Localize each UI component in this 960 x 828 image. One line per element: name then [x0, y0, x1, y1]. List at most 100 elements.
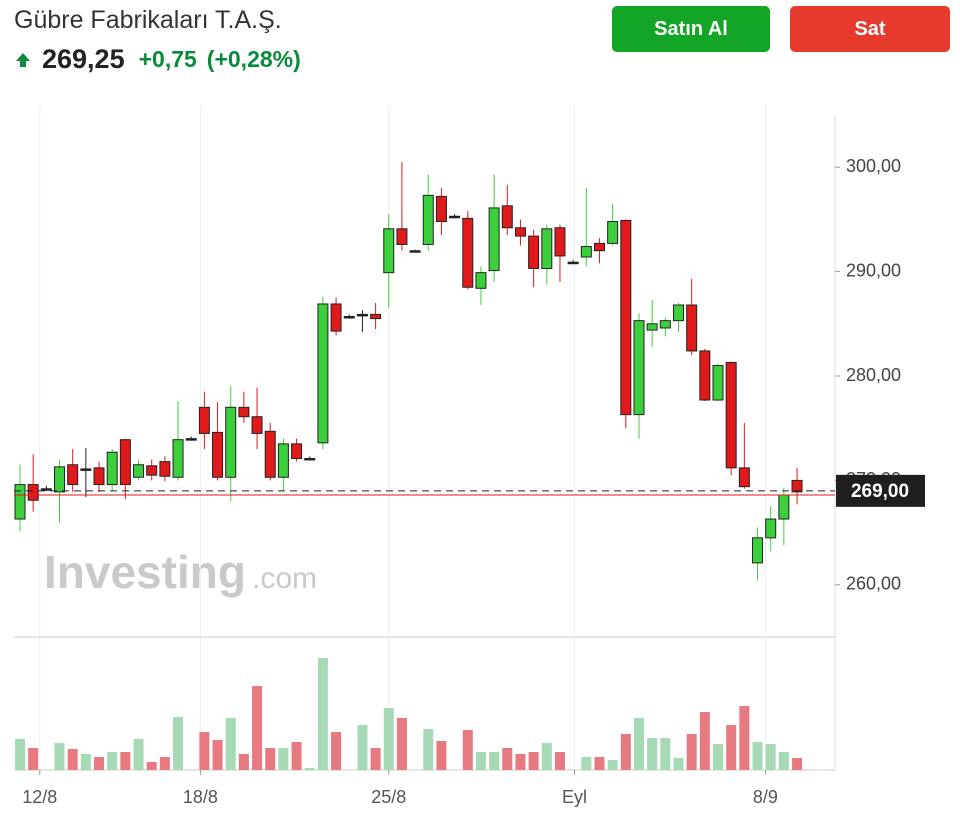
volume-bar	[159, 757, 170, 770]
candle-body	[80, 468, 92, 471]
candle-body	[330, 303, 342, 332]
title: Gübre Fabrikaları T.A.Ş.	[14, 6, 282, 34]
volume-bar	[67, 749, 78, 770]
volume-bar	[291, 742, 302, 770]
candle-body	[567, 261, 579, 265]
candle-body	[435, 195, 447, 222]
volume-bar	[146, 762, 157, 770]
candle-body	[554, 227, 566, 257]
candle-body	[317, 303, 329, 444]
x-tick-label: 12/8	[22, 787, 57, 807]
volume-bar	[317, 658, 328, 770]
candle-body	[488, 207, 500, 272]
candle-body	[752, 537, 764, 564]
x-tick-label: 25/8	[371, 787, 406, 807]
volume-bar	[238, 754, 249, 770]
candle-body	[277, 443, 289, 478]
volume-bar	[436, 741, 447, 770]
candle-body	[738, 467, 750, 488]
watermark: Investing	[44, 546, 246, 598]
volume-bar	[541, 743, 552, 770]
candle-body	[580, 246, 592, 258]
volume-bar	[331, 732, 342, 770]
volume-bar	[173, 717, 184, 770]
candle-body	[370, 313, 382, 320]
volume-bar	[502, 748, 513, 770]
candle-body	[198, 406, 210, 434]
quote: 269,25 +0,75 (+0,28%)	[14, 44, 301, 75]
candle-body	[712, 365, 724, 401]
candle-body	[40, 488, 52, 491]
y-tick-label: 290,00	[846, 260, 901, 280]
volume-bar	[699, 712, 710, 770]
volume-bar	[396, 718, 407, 770]
volume-bar	[15, 739, 25, 770]
volume-bar	[515, 754, 526, 770]
candle-body	[212, 431, 224, 478]
volume-bar	[792, 758, 803, 770]
volume-bar	[94, 757, 105, 770]
y-tick-label: 280,00	[846, 365, 901, 385]
candle-body	[291, 443, 303, 459]
volume-bar	[133, 739, 144, 770]
chart: Investing .com 12/8 18/8 25/8 Eyl 8/9 260,00 2…	[14, 105, 925, 807]
volume-bar	[607, 760, 618, 770]
candle-body	[251, 416, 263, 434]
volume-bar	[120, 752, 131, 770]
volume-bar	[252, 686, 263, 770]
candle-body	[620, 219, 632, 416]
volume-bar	[752, 742, 763, 770]
volume-bar	[528, 752, 539, 770]
candle-body	[67, 464, 79, 486]
price: 269,25	[42, 44, 125, 74]
candle-body	[528, 235, 540, 269]
candle-body	[633, 320, 645, 416]
candle-body	[593, 242, 605, 252]
candle-body	[659, 320, 671, 329]
volume-bar	[778, 752, 789, 770]
candle-body	[264, 430, 276, 478]
candle-body	[409, 250, 421, 253]
candle-body	[119, 439, 131, 486]
candle-body	[54, 466, 66, 493]
candle-body	[646, 323, 658, 331]
volume-bar	[686, 734, 697, 770]
buy-button[interactable]: Satın Al	[612, 6, 770, 52]
candle-body	[159, 461, 171, 477]
candle-body	[699, 350, 711, 401]
watermark-suffix: .com	[252, 562, 317, 595]
candle-body	[778, 494, 790, 520]
candle-body	[172, 439, 184, 478]
candle-body	[607, 220, 619, 244]
volume-bar	[107, 752, 118, 770]
candle-body	[765, 518, 777, 539]
volume-bar	[80, 754, 91, 770]
volume-bar	[739, 706, 750, 770]
volume-bar	[765, 744, 776, 770]
candle-body	[185, 438, 197, 441]
volume-bar	[475, 752, 486, 770]
volume-bar	[225, 718, 236, 770]
volume-bar	[462, 730, 473, 770]
candle-body	[422, 194, 434, 245]
last-price-box	[836, 474, 925, 507]
candle-body	[541, 228, 553, 269]
volume-bar	[265, 748, 276, 770]
candle-body	[356, 313, 368, 317]
candle-body	[791, 479, 803, 493]
candle-body	[304, 457, 316, 461]
sell-button[interactable]: Sat	[790, 6, 950, 52]
up-arrow	[16, 52, 30, 67]
candle-body	[93, 467, 105, 486]
candle-body	[14, 484, 26, 520]
volume-bar	[54, 743, 65, 770]
change-pct: (+0,28%)	[206, 46, 301, 72]
volume-bar	[554, 752, 565, 770]
volume-bar	[660, 738, 671, 770]
candle-body	[238, 406, 250, 418]
volume-bar	[726, 725, 737, 770]
volume-bar	[383, 708, 394, 770]
volume-bar	[633, 718, 644, 770]
candle-body	[27, 484, 39, 501]
x-tick-label: 8/9	[753, 787, 778, 807]
